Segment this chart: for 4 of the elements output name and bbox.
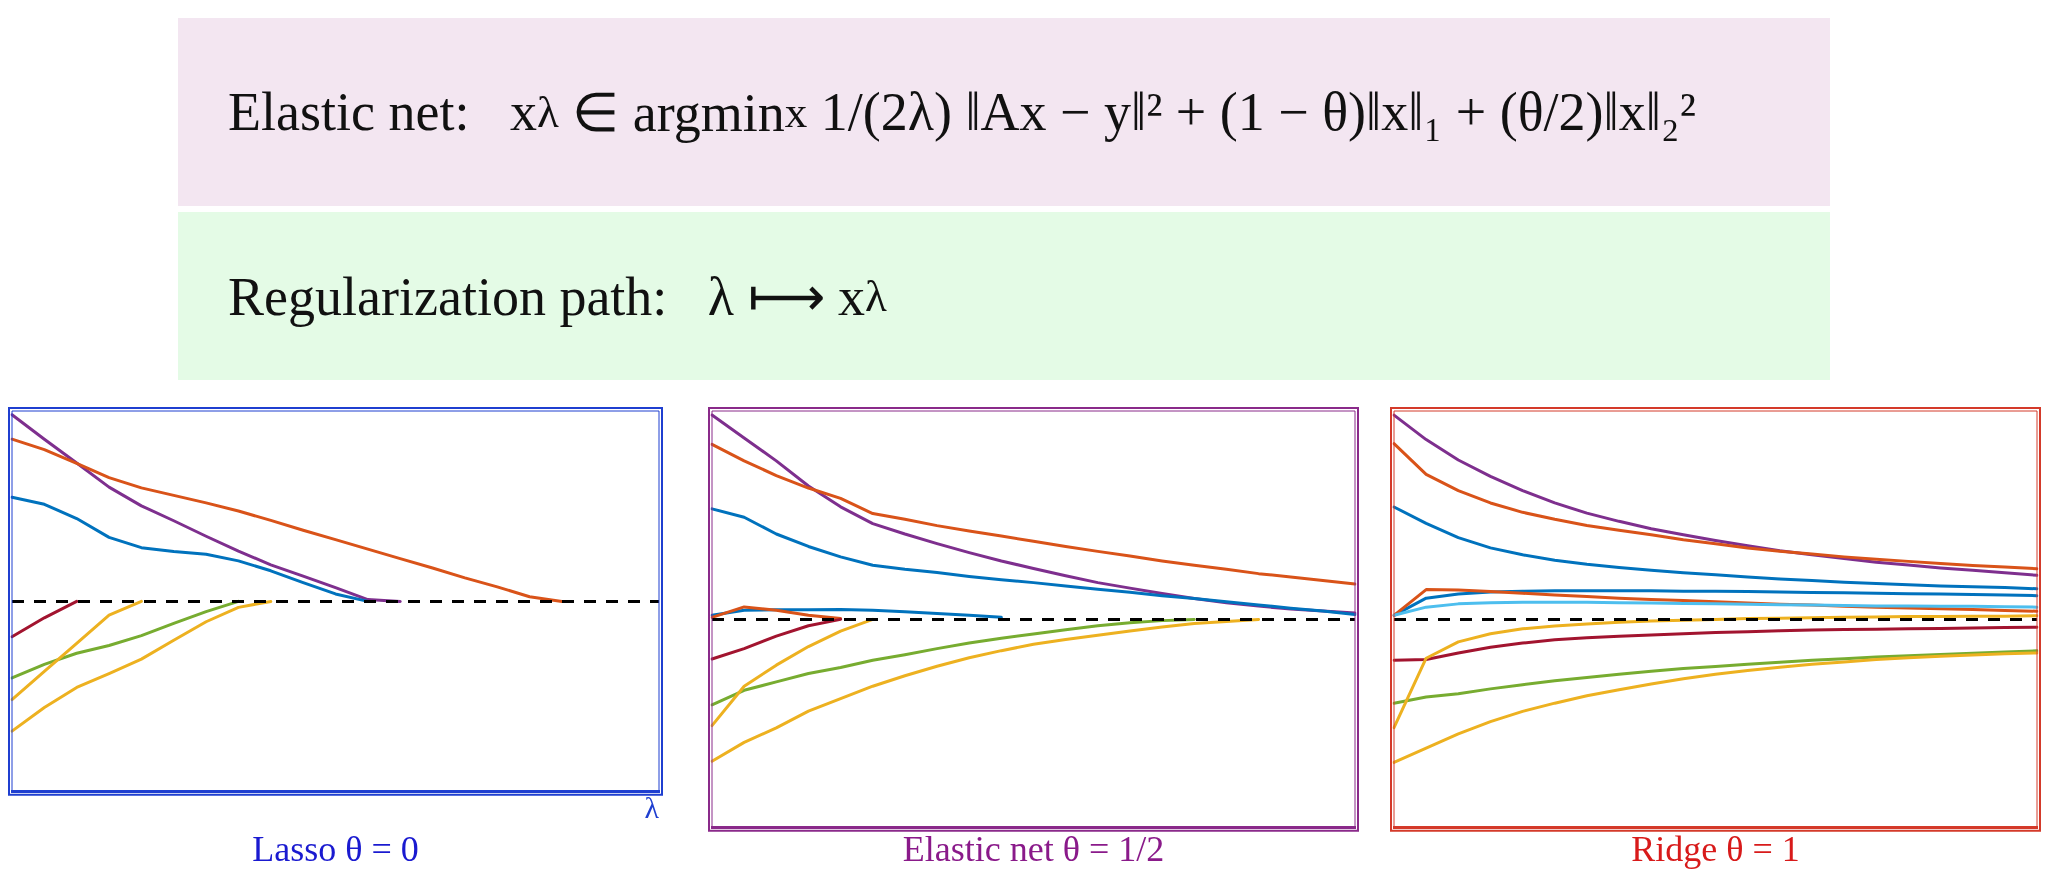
- text: Ridge θ = 1: [1631, 828, 1800, 869]
- x-axis-title: λ: [644, 790, 660, 824]
- text: Lasso θ = 0: [252, 828, 419, 869]
- text: Elastic net θ = 1/2: [902, 828, 1165, 869]
